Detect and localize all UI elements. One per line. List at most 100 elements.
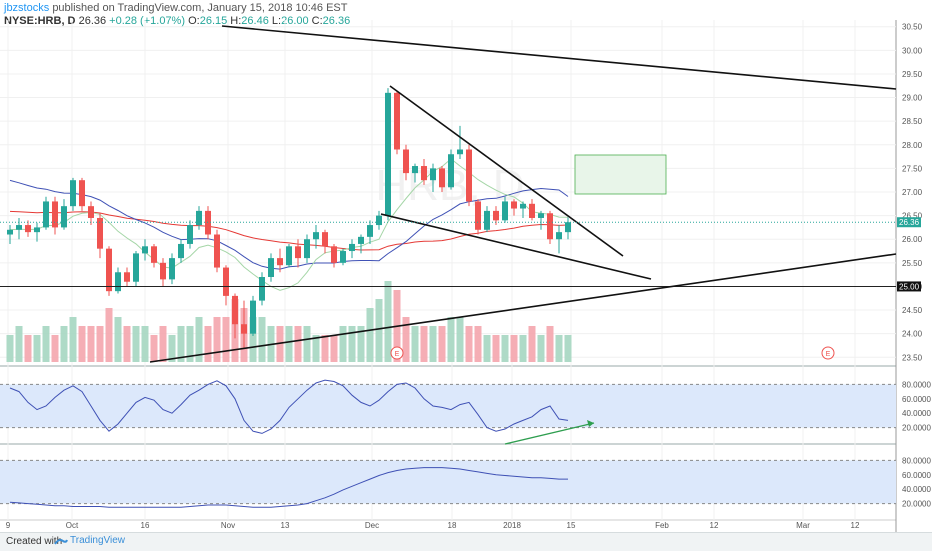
candle-body	[259, 277, 265, 301]
candle-body	[7, 229, 13, 235]
candle-body	[61, 206, 67, 228]
candle-body	[151, 246, 157, 263]
price-tick-label: 26.00	[902, 235, 923, 244]
volume-bar	[132, 326, 140, 362]
candle-body	[16, 225, 22, 230]
candle-body	[547, 213, 553, 240]
candle-body	[169, 258, 175, 280]
price-tick-label: 27.00	[902, 188, 923, 197]
earnings-marker	[390, 346, 404, 360]
time-tick-label: Oct	[66, 521, 79, 530]
volume-bar	[348, 326, 356, 362]
volume-bar	[537, 335, 545, 362]
oscillator-1-line	[9, 379, 569, 434]
ma-long-line	[9, 210, 569, 251]
candle-body	[286, 246, 292, 266]
candle-body	[376, 215, 382, 226]
volume-bar	[33, 335, 41, 362]
volume-bar	[6, 335, 14, 362]
volume-bar	[78, 326, 86, 362]
candle-body	[322, 232, 328, 247]
volume-bar	[285, 326, 293, 362]
candle-body	[529, 203, 535, 218]
candle-body	[493, 210, 499, 221]
candle-body	[34, 227, 40, 233]
oscillator-divergence-arrow	[504, 422, 595, 445]
candle-body	[43, 201, 49, 228]
volume-bar	[474, 326, 482, 362]
candle-body	[313, 232, 319, 240]
volume-bar	[375, 299, 383, 362]
candle-body	[304, 239, 310, 259]
current-price-label: 26.36	[899, 218, 920, 227]
symbol-label[interactable]: NYSE:HRB, D	[4, 15, 76, 27]
volume-bar	[96, 326, 104, 362]
price-tick-label: 26.50	[902, 212, 923, 221]
high-value: 26.46	[241, 15, 269, 27]
time-tick-label: 2018	[503, 521, 521, 530]
volume-bar	[24, 335, 32, 362]
time-tick-label: 18	[448, 521, 457, 530]
candle-body	[214, 234, 220, 268]
footer-bar: Created with TradingView	[0, 532, 932, 551]
time-tick-label: 12	[851, 521, 860, 530]
oscillator-2-line	[9, 467, 568, 508]
oscillator-lines	[9, 379, 569, 508]
tradingview-logo-icon	[54, 539, 68, 545]
time-axis: 9 Oct 16 Nov 13 Dec 18 2018 15 Feb 12 Mar 12	[6, 521, 860, 530]
volume-bar	[222, 317, 230, 362]
volume-bar	[69, 317, 77, 362]
price-tick-label: 29.00	[902, 94, 923, 103]
volume-bar	[294, 326, 302, 362]
time-tick-label: Nov	[221, 521, 235, 530]
candle-body	[115, 272, 121, 292]
candle-body	[106, 248, 112, 292]
candle-body	[430, 168, 436, 181]
price-tick-label: 29.50	[902, 70, 923, 79]
volume-bar	[501, 335, 509, 362]
wedge-upper-line	[389, 85, 624, 257]
oscillator-1-band	[0, 384, 896, 428]
arrow-head	[587, 420, 594, 427]
candle-body	[385, 92, 391, 216]
candle-body	[349, 243, 355, 252]
volume-bar	[366, 308, 374, 362]
volume-bar	[402, 317, 410, 362]
price-tick-label: 24.50	[902, 306, 923, 315]
candle-body	[25, 225, 31, 233]
volume-bar	[528, 326, 536, 362]
candle-body	[475, 201, 481, 230]
oscillator-1-tick-label: 60.0000	[902, 395, 931, 404]
oscillator-2-tick-label: 20.0000	[902, 500, 931, 509]
volume-bar	[447, 317, 455, 362]
volume-bar	[321, 335, 329, 362]
candle-body	[160, 262, 166, 280]
time-tick-label: 15	[567, 521, 576, 530]
oscillator-1-tick-label: 20.0000	[902, 424, 931, 433]
time-tick-label: 9	[6, 521, 11, 530]
volume-bar	[339, 326, 347, 362]
low-label: L:	[271, 15, 282, 27]
time-tick-label: Feb	[655, 521, 669, 530]
time-tick-label: Dec	[365, 521, 379, 530]
candle-body	[457, 149, 463, 155]
lower-support-trendline	[149, 253, 897, 363]
author-link[interactable]: jbzstocks	[4, 2, 50, 14]
volume-bar	[465, 326, 473, 362]
volume-bar	[510, 335, 518, 362]
candle-body	[421, 166, 427, 181]
price-tick-label: 28.00	[902, 141, 923, 150]
volume-bar	[420, 326, 428, 362]
volume-bar	[105, 308, 113, 362]
volume-bar	[330, 335, 338, 362]
candle-body	[511, 201, 517, 209]
upper-resistance-trendline	[221, 25, 897, 90]
candle-body	[556, 232, 562, 240]
tradingview-brand[interactable]: TradingView	[70, 535, 126, 546]
volume-bar	[150, 335, 158, 362]
volume-bar	[411, 326, 419, 362]
candle-body	[187, 225, 193, 244]
current-price-tag	[897, 217, 921, 228]
